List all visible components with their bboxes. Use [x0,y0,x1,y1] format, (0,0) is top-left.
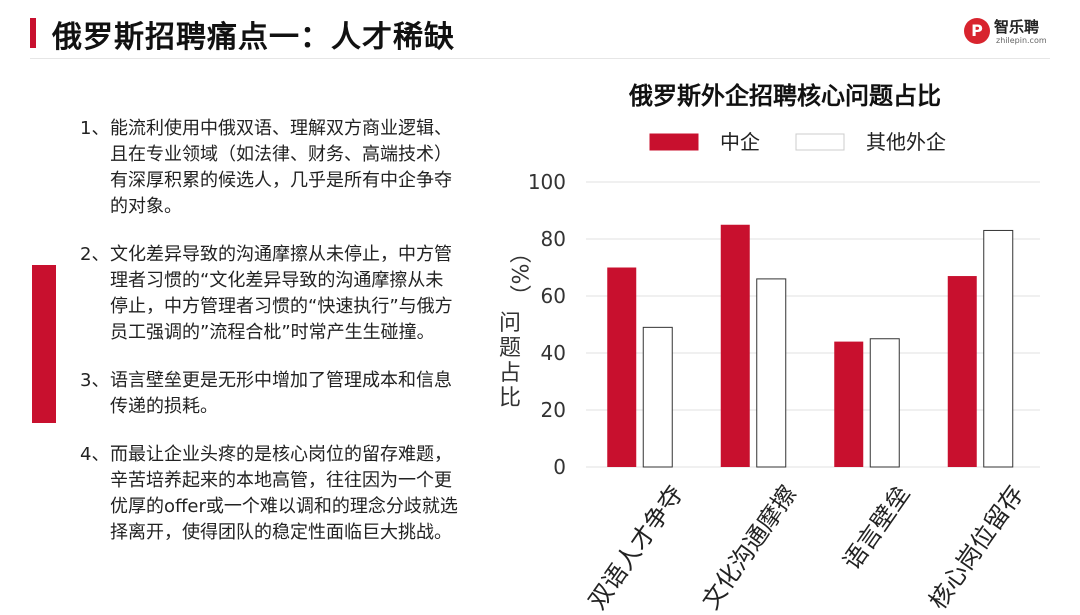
bar-series2 [983,229,1014,468]
list-item: 2、 文化差异导致的沟通摩擦从未停止，中方管理者习惯的“文化差异导致的沟通摩擦从… [80,242,460,346]
x-tick-label: 文化沟通摩擦 [697,480,803,614]
y-tick-label: 100 [528,170,566,194]
y-axis-label-char: 题 [499,336,521,361]
y-tick-label: 20 [541,398,566,422]
point-number: 1、 [80,118,110,139]
y-axis-ticks: 0 20 40 60 80 100 [528,170,566,479]
y-axis-label-char: 问 [499,311,521,336]
side-accent-bar [32,265,56,423]
x-tick-label: 语言壁垒 [838,480,916,575]
point-number: 3、 [80,370,110,391]
y-axis-label: （%） 问题占比 [499,242,531,411]
legend-label: 中企 [720,130,760,154]
chart-svg: 俄罗斯外企招聘核心问题占比 中企 其他外企 0 20 40 60 80 100 双语人才争夺… [499,82,1040,614]
logo-icon: P [964,18,990,44]
bar-series1 [607,267,637,467]
bar-series1 [947,276,977,467]
chart-title: 俄罗斯外企招聘核心问题占比 [628,82,941,110]
point-text: 而最让企业头疼的是核心岗位的留存难题，辛苦培养起来的本地高管，往往因为一个更优厚… [110,444,458,543]
y-tick-label: 60 [541,284,566,308]
y-tick-label: 40 [541,341,566,365]
point-number: 4、 [80,444,110,465]
y-tick-label: 0 [553,455,566,479]
y-axis-label-char: 比 [499,386,521,411]
page-title: 俄罗斯招聘痛点一：人才稀缺 [52,20,455,55]
title-accent-bar [30,18,36,48]
x-tick-label: 核心岗位留存 [924,480,1030,614]
chart-legend: 中企 其他外企 [649,130,946,154]
x-axis-ticks: 双语人才争夺 文化沟通摩擦 语言壁垒 核心岗位留存 [583,480,1029,614]
y-axis-label-char: 占 [499,361,521,386]
point-text: 能流利使用中俄双语、理解双方商业逻辑、且在专业领域（如法律、财务、高端技术）有深… [110,118,452,217]
list-item: 4、 而最让企业头疼的是核心岗位的留存难题，辛苦培养起来的本地高管，往往因为一个… [80,442,460,546]
legend-swatch [795,133,845,151]
point-text: 文化差异导致的沟通摩擦从未停止，中方管理者习惯的“文化差异导致的沟通摩擦从未停止… [110,244,453,343]
list-item: 3、 语言壁垒更是无形中增加了管理成本和信息传递的损耗。 [80,368,460,420]
y-tick-label: 80 [541,227,566,251]
x-tick-label: 双语人才争夺 [583,480,689,614]
bar-series2 [756,278,787,468]
pain-points-list: 1、 能流利使用中俄双语、理解双方商业逻辑、且在专业领域（如法律、财务、高端技术… [80,116,460,568]
bar-series2 [869,338,900,468]
y-axis-unit: （%） [506,242,531,307]
legend-swatch [649,133,699,151]
bar-chart: 俄罗斯外企招聘核心问题占比 中企 其他外企 0 20 40 60 80 100 双语人才争夺… [480,64,1050,615]
logo-name: 智乐聘 [994,18,1040,36]
point-number: 2、 [80,244,110,265]
legend-label: 其他外企 [866,130,946,154]
point-text: 语言壁垒更是无形中增加了管理成本和信息传递的损耗。 [110,370,452,417]
chart-bars [607,224,1014,468]
header-divider [30,58,1050,59]
bar-series1 [720,224,750,467]
logo-domain: zhilepin.com [996,36,1047,45]
bar-series2 [642,326,673,468]
list-item: 1、 能流利使用中俄双语、理解双方商业逻辑、且在专业领域（如法律、财务、高端技术… [80,116,460,220]
bar-series1 [834,341,864,467]
brand-logo: P 智乐聘 zhilepin.com [960,14,1070,50]
